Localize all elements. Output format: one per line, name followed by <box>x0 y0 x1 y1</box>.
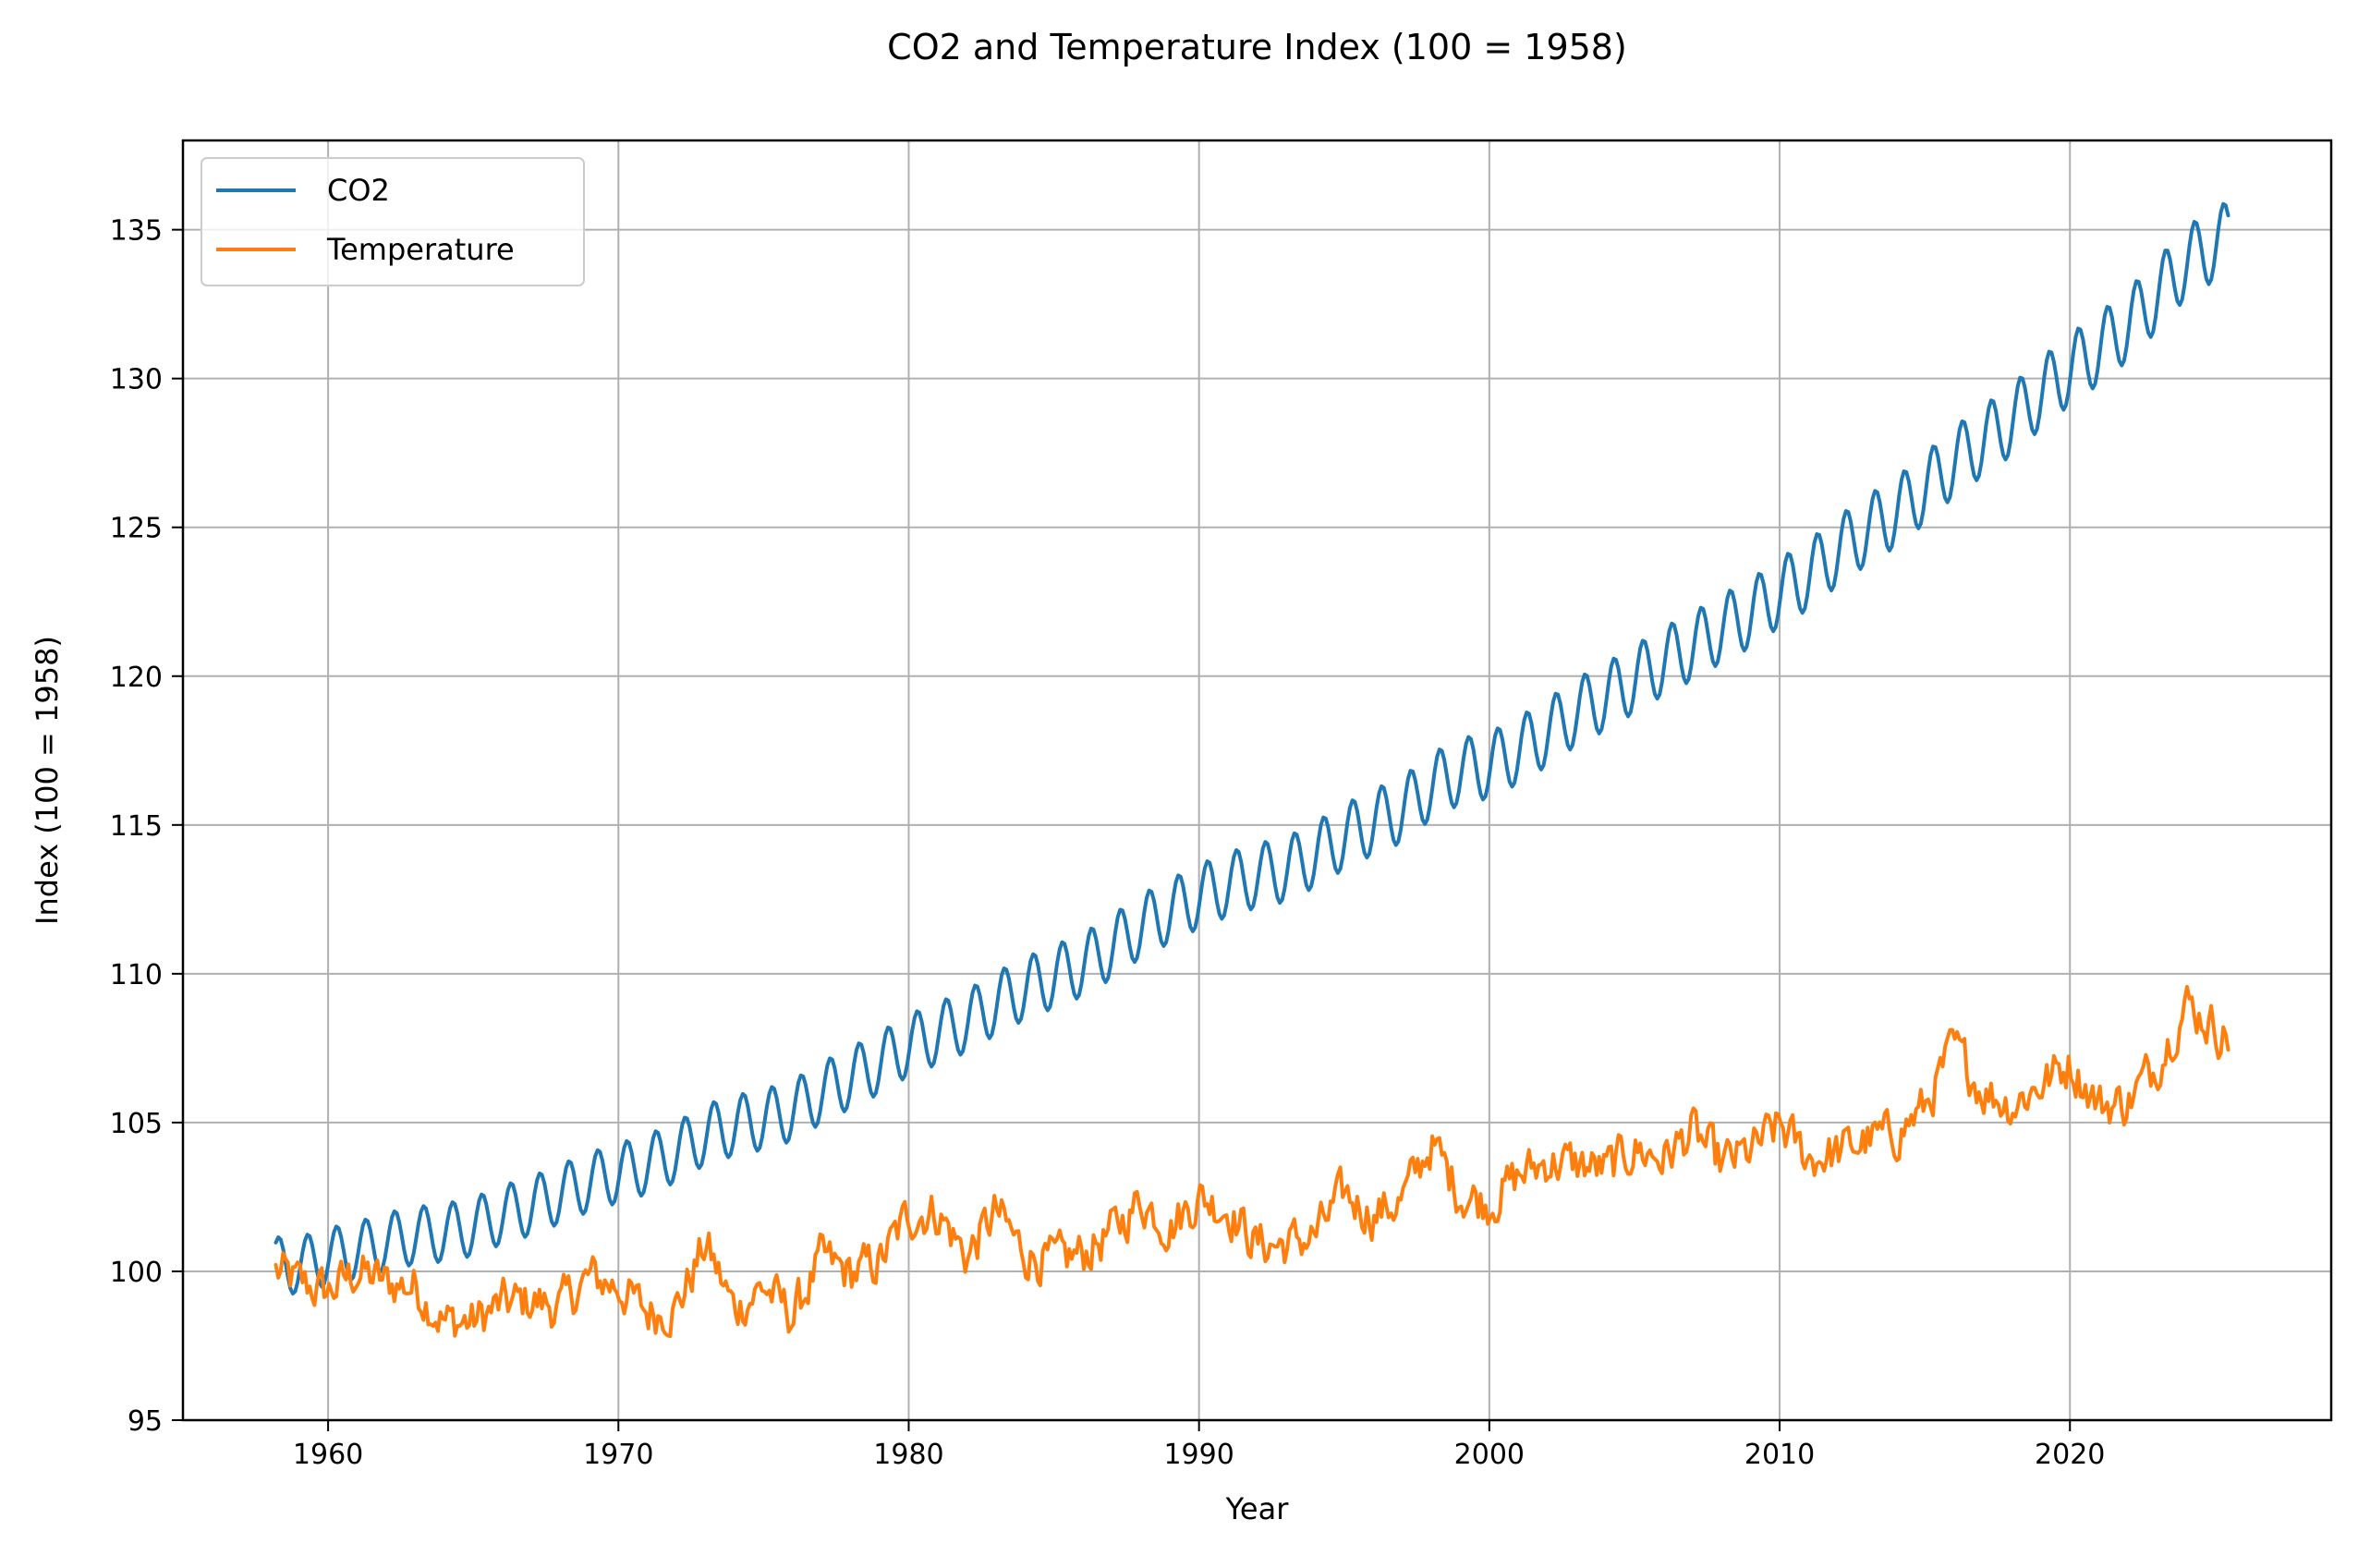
legend-label-temperature: Temperature <box>326 232 515 267</box>
y-axis-label: Index (100 = 1958) <box>30 636 65 925</box>
y-tick-label: 120 <box>110 662 163 694</box>
y-tick-label: 135 <box>110 215 163 248</box>
x-tick-label: 2020 <box>2035 1439 2105 1471</box>
x-tick-label: 1980 <box>873 1439 943 1471</box>
ticks-layer: 1960 1970 1980 1990 2000 2010 2020 95 100 105 110 1… <box>110 215 2106 1471</box>
legend-box <box>201 157 585 286</box>
series-line-co2 <box>273 201 2230 1295</box>
legend: CO2 Temperature <box>201 157 585 286</box>
series-layer <box>273 201 2230 1338</box>
y-tick-label: 115 <box>110 810 163 843</box>
legend-label-co2: CO2 <box>327 173 390 208</box>
chart-title: CO2 and Temperature Index (100 = 1958) <box>887 27 1627 67</box>
x-axis-label: Year <box>1225 1491 1290 1526</box>
y-tick-label: 125 <box>110 513 163 545</box>
y-tick-label: 130 <box>110 364 163 396</box>
x-tick-label: 1970 <box>583 1439 653 1471</box>
x-tick-label: 2010 <box>1744 1439 1815 1471</box>
y-tick-label: 105 <box>110 1108 163 1140</box>
series-line-temperature <box>273 985 2230 1338</box>
x-tick-label: 1990 <box>1163 1439 1234 1471</box>
y-tick-label: 100 <box>110 1257 163 1289</box>
y-tick-label: 95 <box>128 1405 163 1438</box>
plot-frame <box>181 139 2333 1422</box>
y-tick-label: 110 <box>110 959 163 991</box>
x-tick-label: 2000 <box>1454 1439 1525 1471</box>
x-tick-label: 1960 <box>293 1439 363 1471</box>
